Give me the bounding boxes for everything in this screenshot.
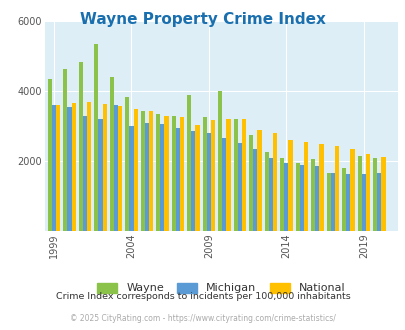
Bar <box>79 62 83 231</box>
Bar <box>334 146 338 231</box>
Bar <box>237 143 241 231</box>
Bar <box>330 173 334 231</box>
Bar <box>149 111 153 231</box>
Bar <box>264 152 268 231</box>
Bar <box>314 166 319 231</box>
Bar <box>303 142 307 231</box>
Bar <box>140 111 145 231</box>
Bar <box>376 173 380 231</box>
Bar <box>253 148 257 231</box>
Bar <box>175 128 179 231</box>
Bar <box>56 105 60 231</box>
Bar <box>67 107 71 231</box>
Bar <box>52 105 56 231</box>
Bar <box>83 116 87 231</box>
Bar <box>365 154 369 231</box>
Bar <box>145 123 149 231</box>
Bar <box>217 91 222 231</box>
Bar <box>195 125 199 231</box>
Bar <box>279 158 284 231</box>
Bar <box>71 103 76 231</box>
Bar <box>284 163 288 231</box>
Bar <box>326 173 330 231</box>
Bar <box>299 165 303 231</box>
Bar <box>125 97 129 231</box>
Text: Crime Index corresponds to incidents per 100,000 inhabitants: Crime Index corresponds to incidents per… <box>55 292 350 301</box>
Bar <box>345 175 350 231</box>
Bar <box>268 158 272 231</box>
Bar <box>47 79 52 231</box>
Bar <box>102 104 107 231</box>
Bar <box>160 124 164 231</box>
Bar <box>310 159 314 231</box>
Bar <box>118 106 122 231</box>
Bar <box>98 119 102 231</box>
Bar <box>113 105 118 231</box>
Bar <box>206 133 211 231</box>
Bar <box>272 133 277 231</box>
Bar <box>319 144 323 231</box>
Text: Wayne Property Crime Index: Wayne Property Crime Index <box>80 12 325 26</box>
Text: © 2025 CityRating.com - https://www.cityrating.com/crime-statistics/: © 2025 CityRating.com - https://www.city… <box>70 314 335 323</box>
Bar <box>361 175 365 231</box>
Bar <box>341 168 345 231</box>
Bar <box>233 119 237 231</box>
Bar <box>171 116 175 231</box>
Bar <box>211 120 215 231</box>
Bar <box>63 69 67 231</box>
Bar <box>94 44 98 231</box>
Bar <box>87 102 91 231</box>
Bar <box>248 135 253 231</box>
Bar <box>241 119 245 231</box>
Bar <box>222 139 226 231</box>
Bar <box>226 118 230 231</box>
Bar <box>164 116 168 231</box>
Legend: Wayne, Michigan, National: Wayne, Michigan, National <box>97 283 344 293</box>
Bar <box>191 131 195 231</box>
Bar <box>288 140 292 231</box>
Bar <box>350 149 354 231</box>
Bar <box>295 163 299 231</box>
Bar <box>372 158 376 231</box>
Bar <box>179 117 184 231</box>
Bar <box>202 117 206 231</box>
Bar <box>109 77 113 231</box>
Bar <box>187 95 191 231</box>
Bar <box>156 114 160 231</box>
Bar <box>133 110 137 231</box>
Bar <box>357 156 361 231</box>
Bar <box>380 157 385 231</box>
Bar <box>257 130 261 231</box>
Bar <box>129 125 133 231</box>
